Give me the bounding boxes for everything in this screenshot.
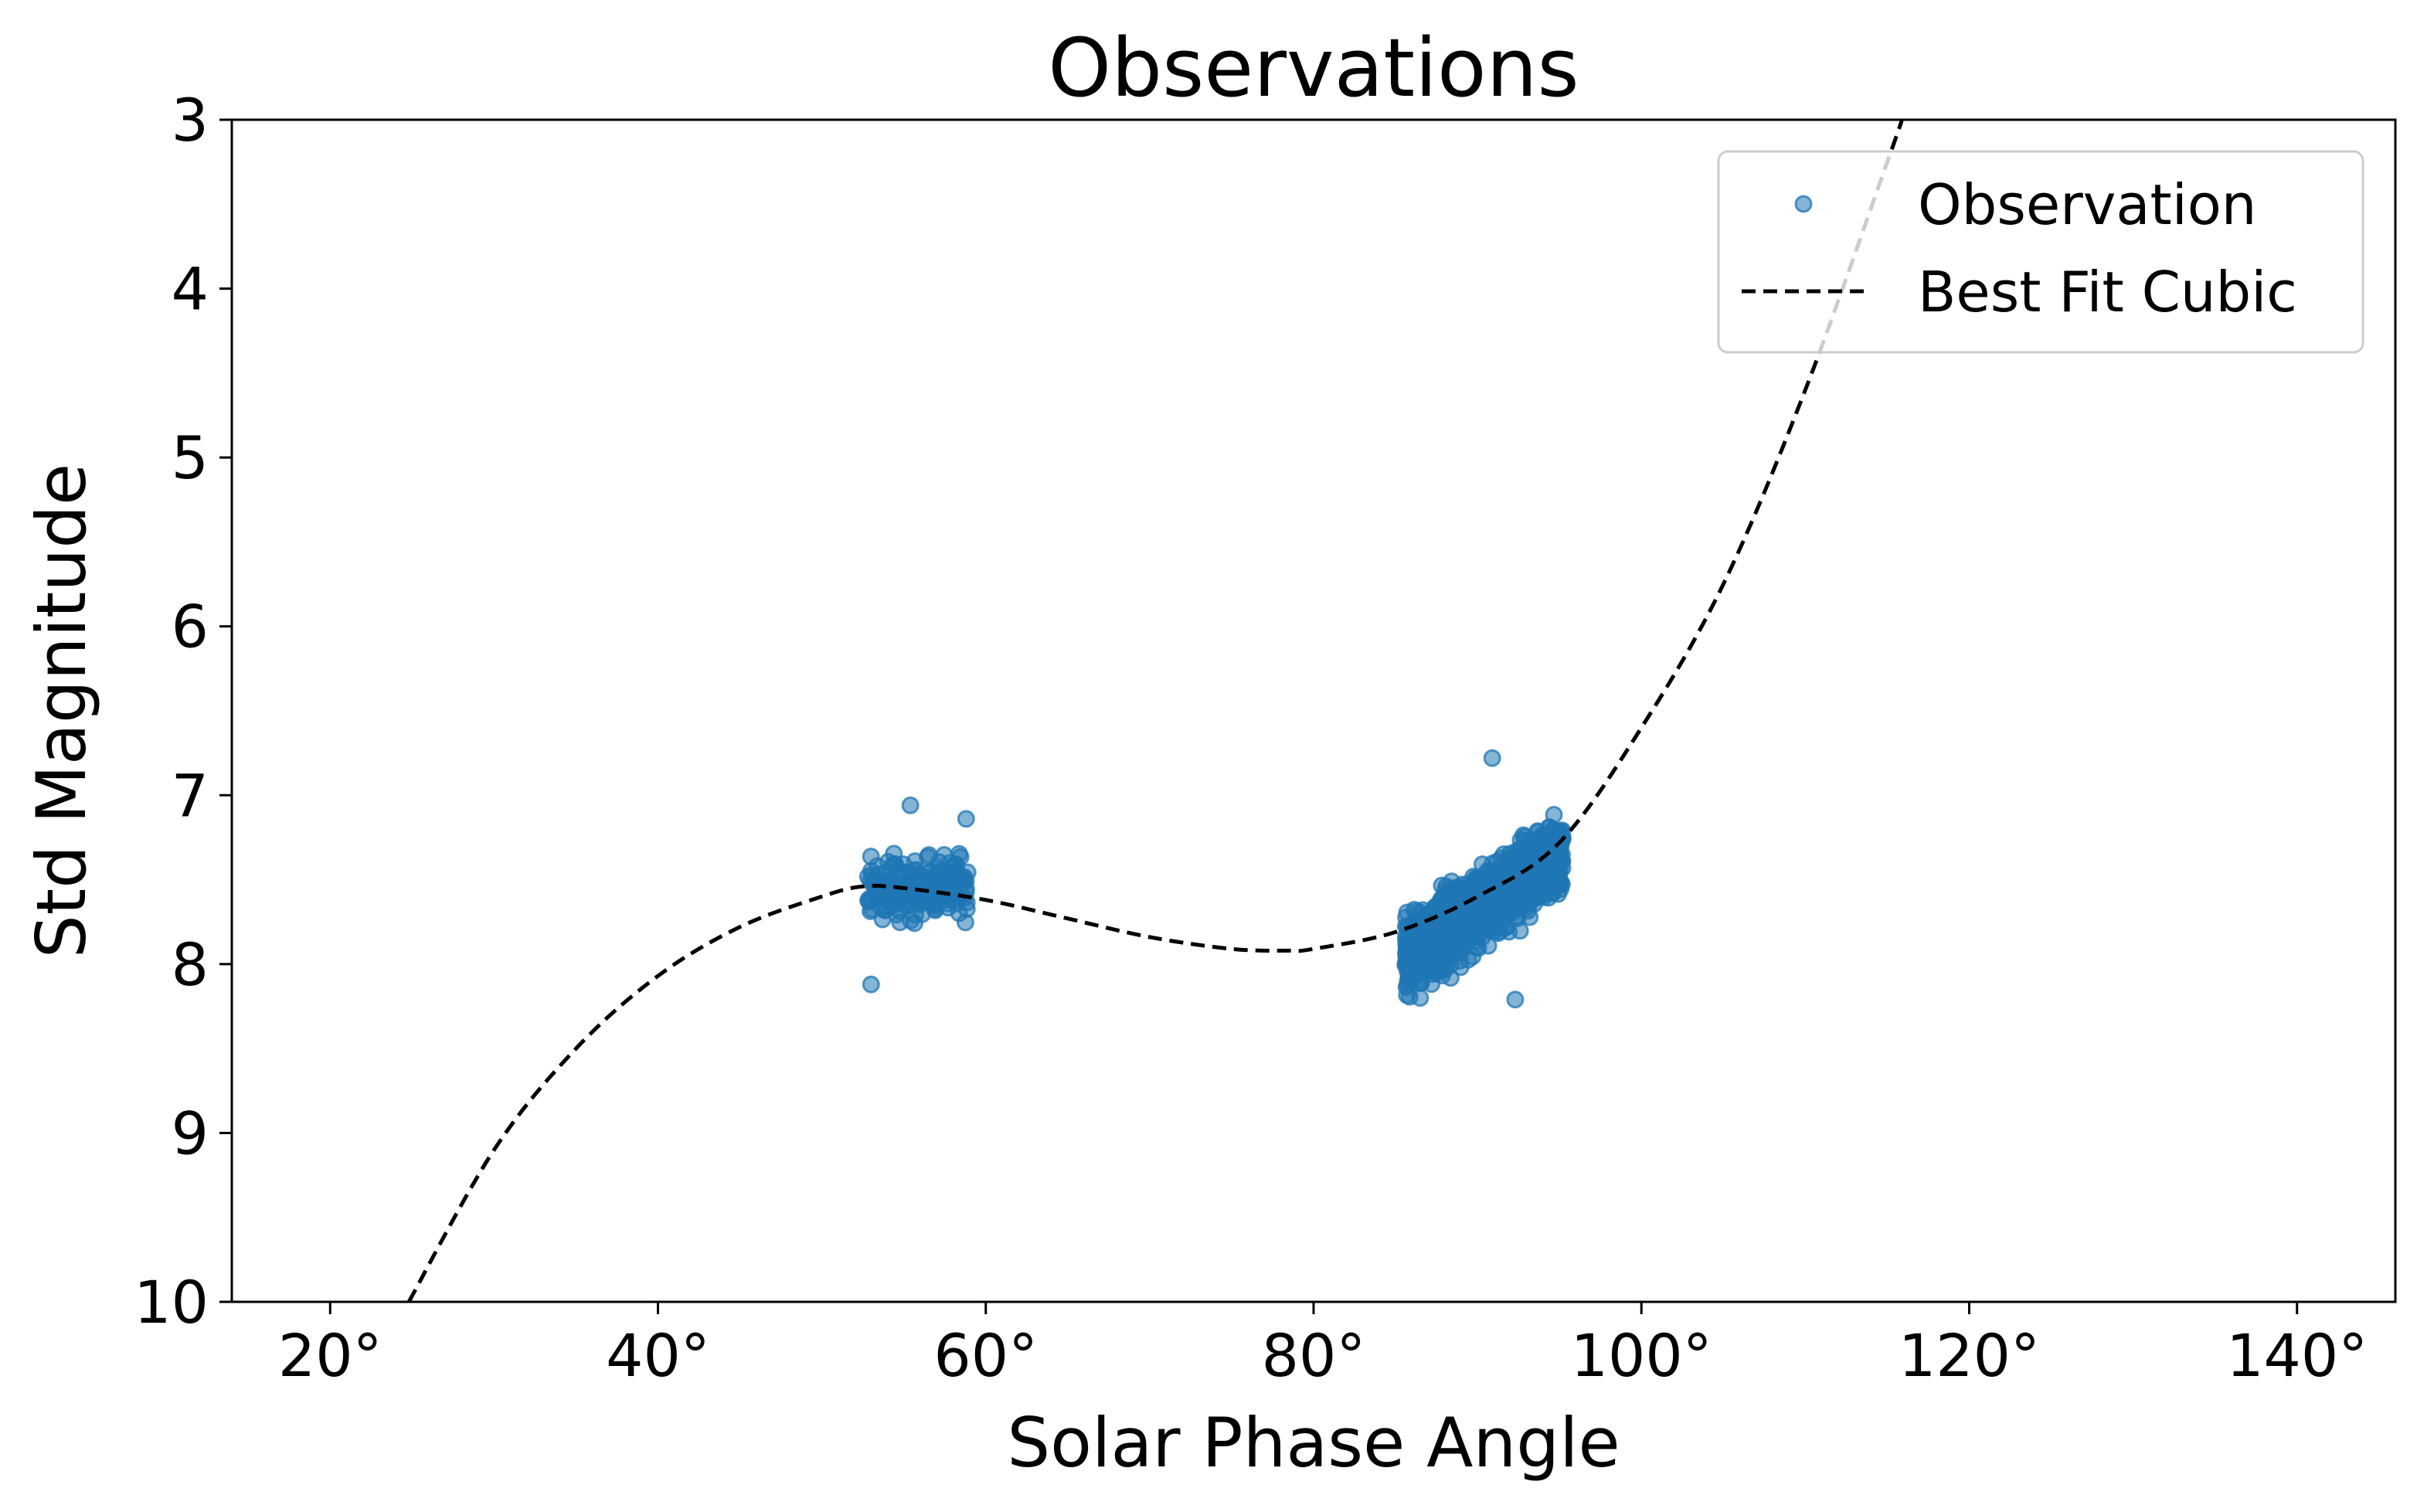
observation-point	[1447, 914, 1466, 933]
y-tick-label: 10	[134, 1268, 209, 1337]
x-axis: 20° 40° 60° 80° 100° 120° 140°	[278, 1302, 2368, 1390]
observation-point	[1497, 889, 1516, 908]
observation-point	[873, 910, 892, 929]
observation-point	[1411, 989, 1429, 1007]
observation-point	[901, 796, 920, 814]
y-tick-label: 9	[172, 1099, 209, 1167]
y-tick-label: 4	[172, 255, 209, 324]
x-axis-label: Solar Phase Angle	[1007, 1403, 1620, 1483]
x-tick-label: 80°	[1262, 1321, 1366, 1390]
observation-point	[1500, 922, 1518, 941]
best-fit-cubic-line-group	[406, 120, 1904, 1302]
y-axis: 3 4 5 6 7 8 9 10	[134, 86, 232, 1337]
x-tick-label: 100°	[1571, 1321, 1712, 1390]
observation-point	[1478, 861, 1497, 880]
observation-point	[862, 848, 880, 866]
observation-point	[1519, 838, 1538, 857]
legend: Observation Best Fit Cubic	[1717, 150, 2364, 354]
observation-point	[1474, 901, 1492, 919]
observation-point	[1399, 962, 1418, 980]
observation-point	[1483, 749, 1501, 767]
legend-observation-label: Observation	[1918, 172, 2256, 237]
chart-title: Observations	[1048, 21, 1579, 115]
legend-observation-marker	[1794, 195, 1813, 213]
observation-point	[1542, 878, 1560, 897]
observation-point	[951, 848, 970, 866]
observation-point	[1470, 916, 1489, 934]
legend-best-fit-label: Best Fit Cubic	[1918, 260, 2297, 324]
plot-area	[406, 120, 1904, 1302]
x-tick-label: 120°	[1899, 1321, 2040, 1390]
observation-point	[1503, 855, 1521, 874]
y-tick-label: 6	[172, 593, 209, 661]
best-fit-cubic-line	[406, 120, 1904, 1302]
legend-box	[1717, 150, 2364, 354]
x-tick-label: 60°	[933, 1321, 1038, 1390]
observation-point	[861, 889, 879, 908]
observation-point	[1506, 990, 1525, 1009]
y-tick-label: 3	[172, 86, 209, 155]
observation-point	[905, 914, 923, 933]
observation-point	[896, 889, 915, 907]
x-tick-label: 40°	[606, 1321, 710, 1390]
observation-point	[1468, 931, 1487, 950]
observation-point	[957, 810, 975, 828]
observation-point	[1423, 975, 1441, 994]
x-tick-label: 140°	[2226, 1321, 2368, 1390]
observation-point	[923, 890, 942, 909]
observation-point	[933, 872, 952, 890]
observation-point	[882, 893, 900, 912]
observation-point	[950, 904, 968, 922]
observation-point	[1441, 969, 1460, 987]
y-axis-label: Std Magnitude	[22, 464, 101, 958]
y-tick-label: 7	[172, 761, 209, 830]
observation-point	[1416, 944, 1434, 963]
observation-point	[1550, 821, 1569, 840]
observation-point	[920, 846, 938, 865]
y-tick-label: 5	[172, 423, 209, 492]
x-tick-label: 20°	[278, 1321, 382, 1390]
observation-point	[862, 975, 880, 994]
observation-points	[858, 749, 1572, 1009]
y-tick-label: 8	[172, 930, 209, 999]
observation-point	[1525, 876, 1544, 895]
observation-point	[1549, 844, 1568, 863]
observation-point	[1433, 930, 1451, 949]
